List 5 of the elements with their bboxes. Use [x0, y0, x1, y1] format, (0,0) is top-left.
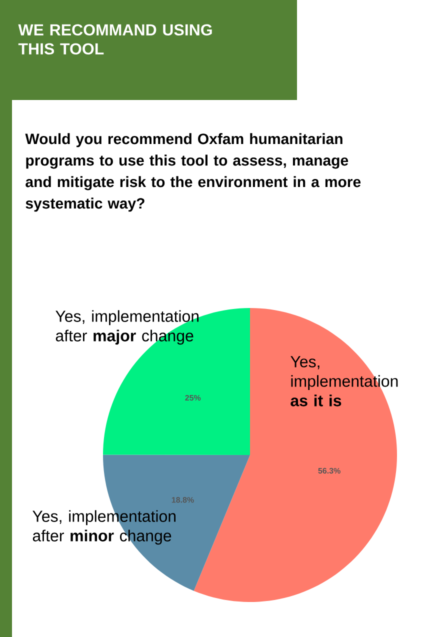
chart-subtitle: Would you recommend Oxfam humanitarian programs to use this tool to assess, manage and mitigate risk to the environment in a more systematic way? — [25, 133, 361, 212]
data-label: 18.8% — [172, 497, 194, 503]
chart-title: WE RECOMMAND USING THIS TOOL — [18, 24, 212, 55]
data-label: 25% — [185, 394, 201, 401]
data-label: 56.3% — [318, 468, 340, 474]
